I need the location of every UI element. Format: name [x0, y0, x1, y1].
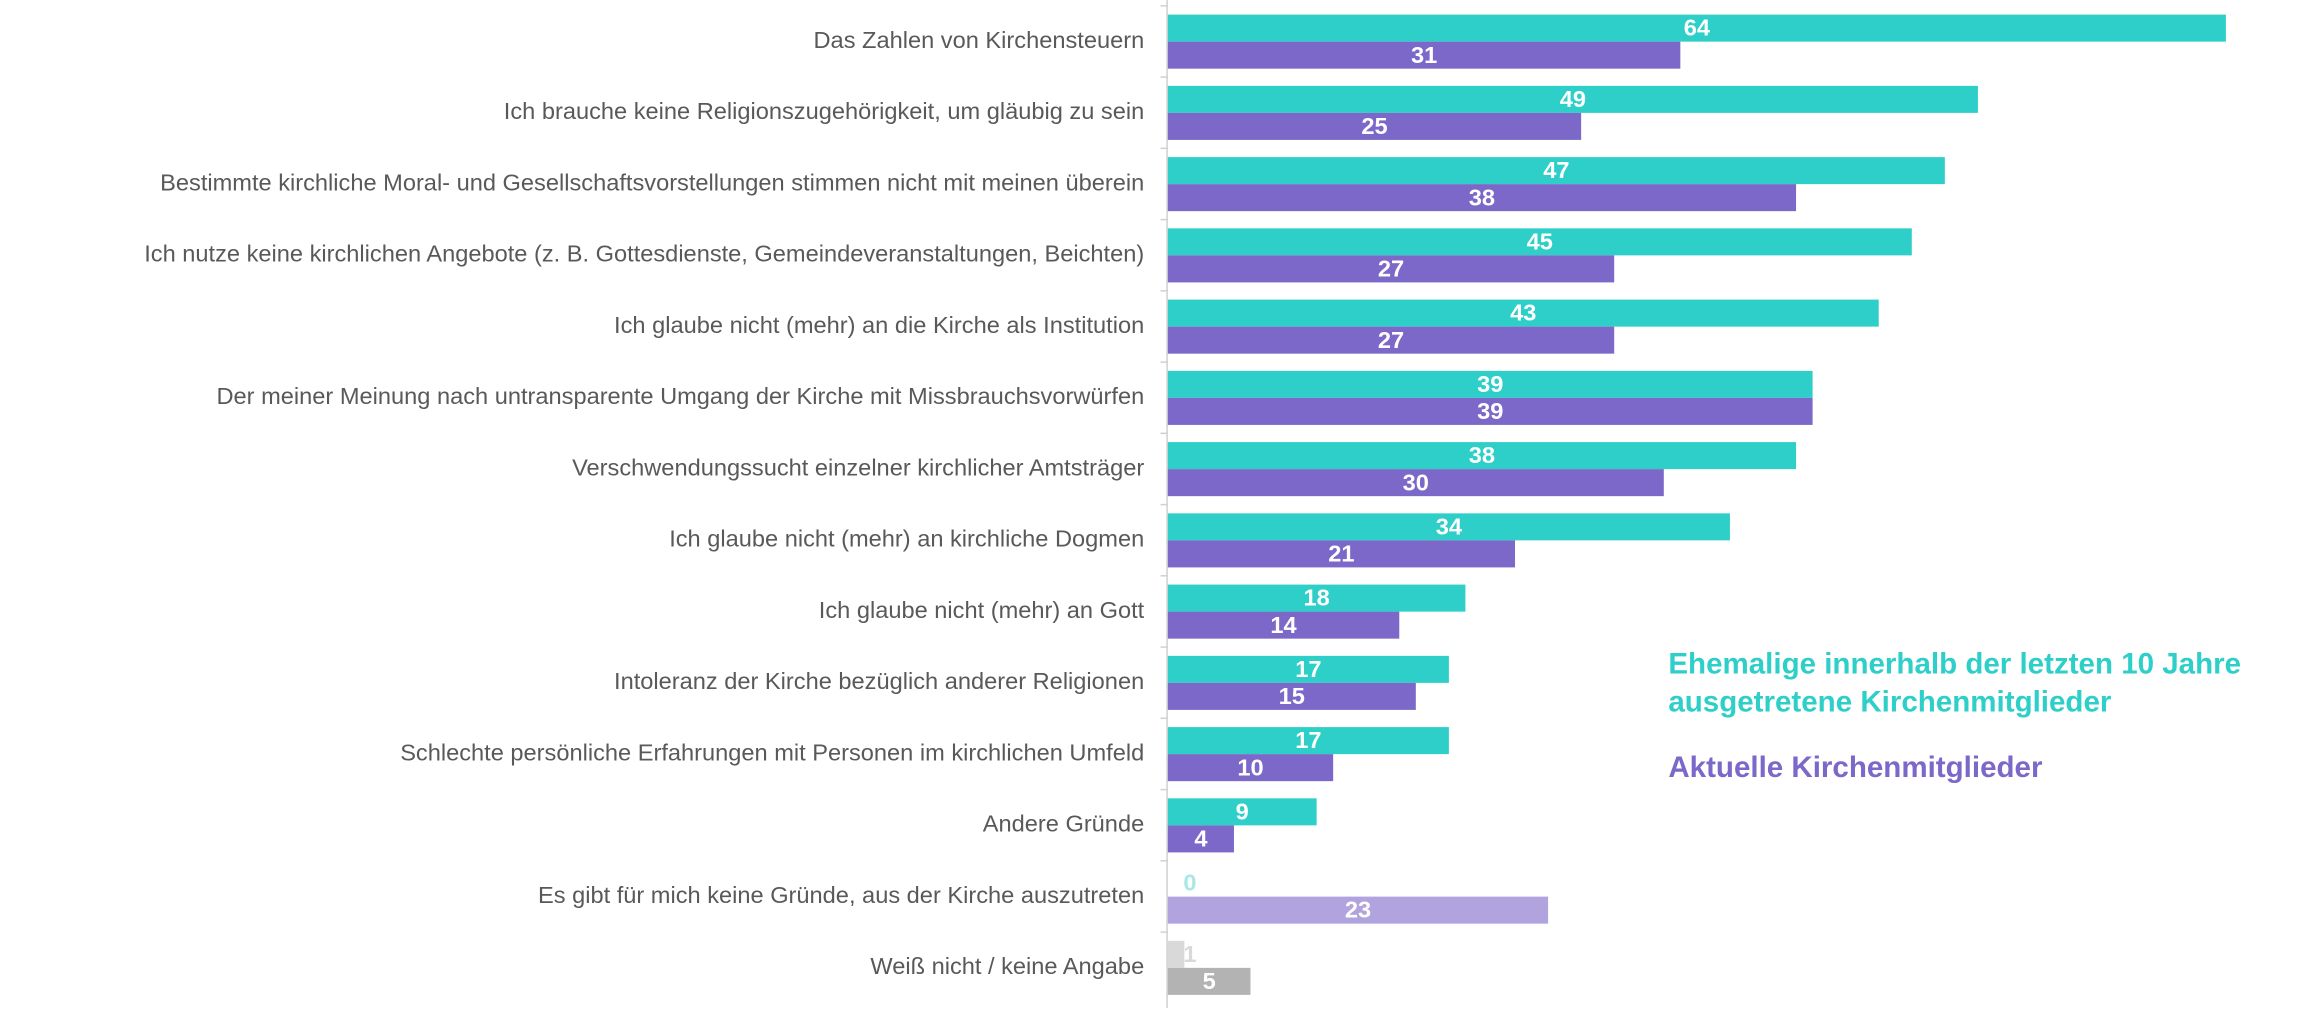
bar — [1167, 112, 1582, 140]
value-label: 43 — [1510, 300, 1536, 326]
bar — [1167, 299, 1879, 327]
category-label: Andere Gründe — [983, 811, 1144, 837]
bar — [1167, 184, 1797, 212]
value-label: 34 — [1436, 514, 1462, 540]
bar — [1167, 469, 1664, 497]
bar — [1167, 727, 1449, 755]
bar — [1167, 397, 1813, 425]
legend-entry: Ehemalige innerhalb der letzten 10 Jahre… — [1668, 648, 2242, 719]
bar — [1167, 798, 1317, 826]
category-label: Ich glaube nicht (mehr) an die Kirche al… — [614, 312, 1144, 338]
bar — [1167, 655, 1449, 683]
bar — [1167, 228, 1912, 256]
category-label: Ich brauche keine Religionszugehörigkeit… — [504, 98, 1144, 124]
bar — [1167, 157, 1945, 185]
bar — [1167, 754, 1334, 782]
value-label: 14 — [1270, 612, 1296, 638]
value-label: 15 — [1279, 683, 1305, 709]
value-label: 23 — [1345, 897, 1371, 923]
category-label: Der meiner Meinung nach untransparente U… — [217, 383, 1145, 409]
category-label: Verschwendungssucht einzelner kirchliche… — [572, 454, 1144, 480]
bar — [1167, 255, 1615, 283]
value-label: 31 — [1411, 42, 1437, 68]
bar — [1167, 940, 1185, 968]
category-label: Bestimmte kirchliche Moral- und Gesellsc… — [160, 169, 1144, 195]
category-label: Intoleranz der Kirche bezüglich anderer … — [614, 668, 1144, 694]
category-label: Schlechte persönliche Erfahrungen mit Pe… — [400, 739, 1144, 765]
value-label: 10 — [1237, 754, 1263, 780]
category-label: Ich glaube nicht (mehr) an Gott — [819, 597, 1145, 623]
bar — [1167, 682, 1416, 710]
category-label: Ich nutze keine kirchlichen Angebote (z.… — [144, 241, 1144, 267]
bar — [1167, 611, 1400, 639]
bar — [1167, 513, 1730, 541]
value-label: 1 — [1183, 941, 1196, 967]
value-label: 47 — [1543, 157, 1569, 183]
value-label: 38 — [1469, 184, 1495, 210]
bar — [1167, 825, 1234, 853]
value-label: 39 — [1477, 371, 1503, 397]
value-label: 4 — [1194, 826, 1207, 852]
value-label: 27 — [1378, 256, 1404, 282]
value-label: 17 — [1295, 656, 1321, 682]
bar — [1167, 14, 2226, 42]
category-label: Ich glaube nicht (mehr) an kirchliche Do… — [669, 526, 1144, 552]
bar — [1167, 967, 1251, 995]
value-label: 25 — [1361, 113, 1387, 139]
value-label: 27 — [1378, 327, 1404, 353]
value-label: 0 — [1183, 870, 1196, 896]
category-label: Weiß nicht / keine Angabe — [870, 953, 1144, 979]
bar — [1167, 584, 1466, 612]
value-label: 45 — [1527, 229, 1553, 255]
bar — [1167, 370, 1813, 398]
value-label: 38 — [1469, 442, 1495, 468]
category-label: Es gibt für mich keine Gründe, aus der K… — [538, 882, 1144, 908]
value-label: 64 — [1684, 15, 1710, 41]
bar — [1167, 85, 1978, 113]
value-label: 18 — [1303, 585, 1329, 611]
value-label: 9 — [1236, 799, 1249, 825]
value-label: 17 — [1295, 727, 1321, 753]
value-label: 21 — [1328, 541, 1354, 567]
value-label: 39 — [1477, 398, 1503, 424]
bar — [1167, 326, 1615, 354]
value-label: 49 — [1560, 86, 1586, 112]
value-label: 30 — [1403, 469, 1429, 495]
value-label: 5 — [1203, 968, 1216, 994]
bar — [1167, 41, 1681, 69]
bar — [1167, 896, 1549, 924]
bar — [1167, 540, 1516, 568]
category-label: Das Zahlen von Kirchensteuern — [814, 27, 1145, 53]
bar — [1167, 442, 1797, 470]
legend-entry: Aktuelle Kirchenmitglieder — [1668, 752, 2043, 785]
